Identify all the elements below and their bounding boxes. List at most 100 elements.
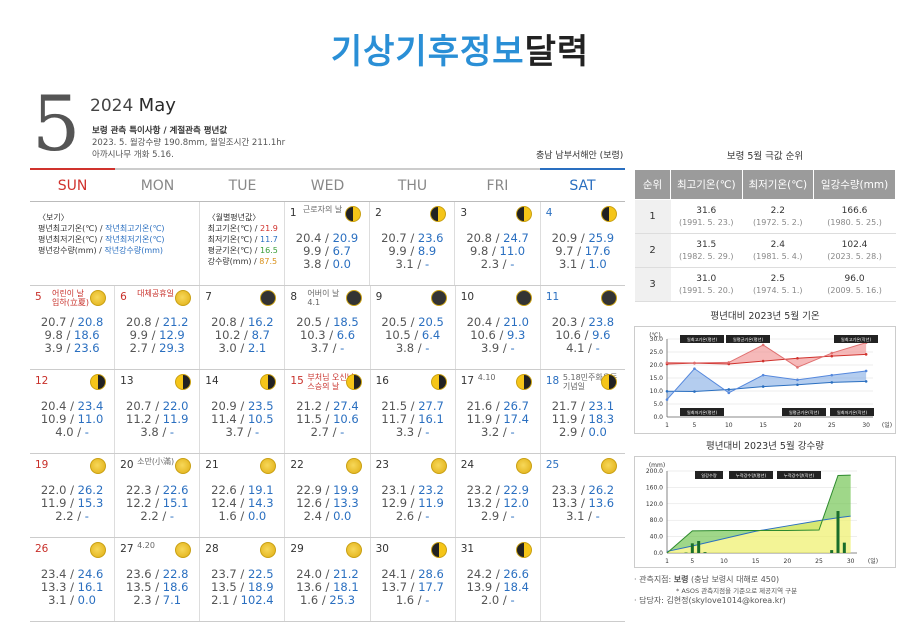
day-note-line: 소만(小滿) xyxy=(137,457,174,466)
day-number: 17 xyxy=(461,375,474,387)
rank-min: 2.5(1974. 5. 1.) xyxy=(742,268,814,302)
temp-point xyxy=(865,353,868,356)
rain-line: 3.8 / - xyxy=(371,342,455,355)
weekday-header: SUN MON TUE WED THU FRI SAT xyxy=(30,168,625,202)
rain-line: 3.3 / - xyxy=(371,426,455,439)
monthly-normal-head: 〈월별평년값〉 xyxy=(208,212,278,223)
x-tick-label: 5 xyxy=(693,422,697,429)
y-tick-label: 120.0 xyxy=(646,501,663,508)
moon-phase-icon xyxy=(431,290,447,306)
station-note-rain: 2023. 5. 월강수량 190.8mm, 월일조시간 211.1hr xyxy=(92,136,285,148)
x-tick-label: 20 xyxy=(794,422,802,429)
day-note-line: 대체공휴일 xyxy=(137,289,174,298)
legend-line-3: 평년강수량(mm) / 작년강수량(mm) xyxy=(38,245,165,256)
rank-head-min: 최저기온(℃) xyxy=(742,170,814,200)
rain-line: 3.8 / 0.0 xyxy=(285,258,369,271)
rank-rain: 96.0(2009. 5. 16.) xyxy=(814,268,896,302)
moon-phase-icon xyxy=(345,206,361,222)
day-number: 2 xyxy=(375,207,382,219)
legend-example: 〈보기〉평년최고기온(℃) / 작년최고기온(℃)평년최저기온(℃) / 작년최… xyxy=(38,212,165,256)
moon-phase-icon xyxy=(601,206,617,222)
temp-point xyxy=(728,361,731,364)
y-tick-label: 20.0 xyxy=(650,362,664,369)
day-number: 13 xyxy=(120,375,133,387)
day-number: 27 xyxy=(120,543,133,555)
temp-point xyxy=(831,381,834,384)
temp-point xyxy=(666,398,669,401)
x-tick-label: 25 xyxy=(828,422,836,429)
moon-phase-icon xyxy=(601,374,617,390)
rain-line: 3.9 / 23.6 xyxy=(30,342,114,355)
rain-line: 2.9 / - xyxy=(456,510,540,523)
day-note: 4.10 xyxy=(478,373,496,382)
rain-series-label: 누적강수량(작년) xyxy=(784,472,815,479)
temp-point xyxy=(693,362,696,365)
day-note: 근로자의 날 xyxy=(303,205,342,214)
y-tick-label: 200.0 xyxy=(646,468,663,475)
x-tick-label: 25 xyxy=(815,558,823,565)
temp-chart-title: 평년대비 2023년 5월 기온 xyxy=(634,308,896,322)
monthly-normal-max: 최고기온(℃) / 21.9 xyxy=(208,223,278,234)
temp-point xyxy=(796,366,799,369)
day-note: 소만(小滿) xyxy=(137,457,174,466)
x-tick-label: 1 xyxy=(665,422,669,429)
rain-line: 3.8 / - xyxy=(115,426,199,439)
moon-phase-icon xyxy=(260,290,276,306)
day-number: 4 xyxy=(546,207,553,219)
y-tick-label: 30.0 xyxy=(650,336,664,343)
weekday-tue: TUE xyxy=(200,168,285,201)
y-tick-label: 0.0 xyxy=(653,550,663,557)
rain-line: 2.4 / 0.0 xyxy=(285,510,369,523)
day-number: 19 xyxy=(35,459,48,471)
day-number: 28 xyxy=(205,543,218,555)
moon-phase-icon xyxy=(516,374,532,390)
y-tick-label: 40.0 xyxy=(650,534,664,541)
day-number: 10 xyxy=(461,291,474,303)
rank-section: 보령 5월 극값 순위 순위 최고기온(℃) 최저기온(℃) 일강수량(mm) … xyxy=(634,148,896,302)
rank-rain: 166.6(1980. 5. 25.) xyxy=(814,200,896,234)
day-number: 1 xyxy=(290,207,297,219)
temp-point xyxy=(666,390,669,393)
day-number: 14 xyxy=(205,375,218,387)
temp-series-label: 일최저기온(평년) xyxy=(687,409,718,416)
rain-line: 2.2 / - xyxy=(30,510,114,523)
temp-point xyxy=(762,360,765,363)
moon-phase-icon xyxy=(516,206,532,222)
moon-phase-icon xyxy=(90,374,106,390)
x-tick-label: 10 xyxy=(725,422,733,429)
weekday-mon: MON xyxy=(115,168,200,201)
moon-phase-icon xyxy=(431,542,447,558)
note-station: · 관측지점: 보령 (충남 보령시 대해로 450) xyxy=(634,574,779,585)
daily-rain-bar xyxy=(697,541,700,553)
rain-line: 2.0 / - xyxy=(456,594,540,607)
